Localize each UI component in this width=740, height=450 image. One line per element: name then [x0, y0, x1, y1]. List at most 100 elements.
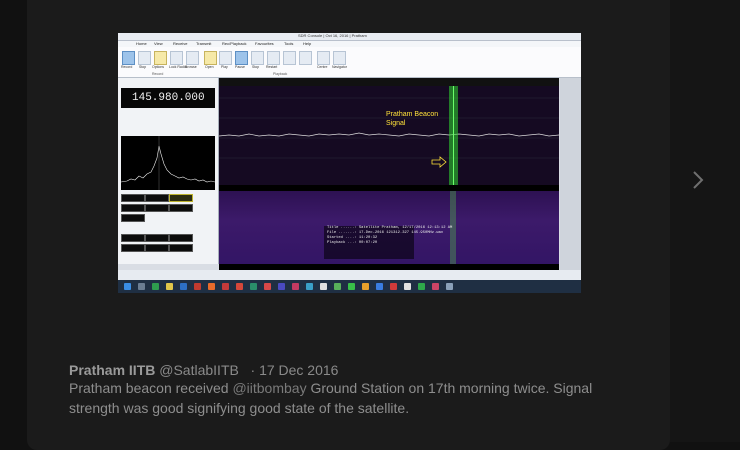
ribbon-label: Open: [205, 65, 214, 69]
navigator-icon: [333, 51, 346, 65]
sdr-window-title: SDR Console | Oct 16, 2016 | Pratham: [298, 33, 367, 38]
frequency-axis: [219, 264, 559, 270]
task-icon: [166, 283, 173, 290]
task-icon: [250, 283, 257, 290]
frequency-value: 145.980.000: [132, 92, 205, 104]
ribbon-group-label: Playback: [273, 72, 288, 76]
mode-button: [121, 214, 145, 222]
tweet-date[interactable]: 17 Dec 2016: [259, 362, 339, 378]
beacon-label-line2: Signal: [386, 120, 406, 127]
sdr-window-titlebar: SDR Console | Oct 16, 2016 | Pratham: [118, 33, 581, 41]
windows-taskbar: [118, 280, 581, 293]
task-icon: [278, 283, 285, 290]
browse-icon: [186, 51, 199, 65]
tweet-text-start: Pratham beacon received: [69, 380, 229, 396]
info-line: File .......: 17-Dec-2016 121312.327 145…: [327, 231, 444, 235]
task-icon: [390, 283, 397, 290]
sdr-menu-item: Receive: [173, 41, 188, 46]
mode-button: [145, 204, 169, 212]
ribbon-label: Stop: [139, 65, 147, 69]
frequency-display: 145.980.000: [121, 88, 215, 108]
stop-icon: [251, 51, 264, 65]
mention-link[interactable]: @iitbombay: [232, 380, 307, 396]
task-icon: [404, 283, 411, 290]
tweet-image[interactable]: SDR Console | Oct 16, 2016 | Pratham Hom…: [118, 33, 581, 293]
info-line: Title ......: Satellite Pratham, 12/17/2…: [327, 226, 453, 230]
beacon-label-line1: Pratham Beacon: [386, 111, 439, 118]
sdr-menu-item: Help: [303, 41, 312, 46]
mode-button: [121, 194, 145, 202]
centre-icon: [317, 51, 330, 65]
task-icon: [376, 283, 383, 290]
task-icon: [320, 283, 327, 290]
task-icon: [418, 283, 425, 290]
mode-button: [145, 194, 169, 202]
task-icon: [222, 283, 229, 290]
mini-spectrum: [120, 136, 216, 190]
ribbon-label: Centre: [317, 65, 328, 69]
sdr-statusbar: [118, 270, 581, 280]
sdr-menu-item: View: [154, 41, 163, 46]
options-icon: [154, 51, 167, 65]
ribbon-label: Lock Radio: [169, 65, 187, 69]
ribbon-label: Stop: [252, 65, 260, 69]
tweet-caption: Pratham IITB @SatlabIITB · 17 Dec 2016 P…: [69, 360, 629, 418]
tweet-text: Pratham beacon received @iitbombay Groun…: [69, 378, 629, 418]
sdr-menu-item: Tools: [284, 41, 294, 46]
task-icon: [264, 283, 271, 290]
task-icon: [306, 283, 313, 290]
tweet-text-end: Ground Station on 17th morning twice. Si…: [69, 380, 593, 416]
spectrum-scale: [219, 78, 559, 86]
mode-button: [121, 234, 145, 242]
ribbon-label: Pause: [235, 65, 245, 69]
ribbon-label: Restart: [266, 65, 278, 69]
ribbon-label: Navigator: [332, 65, 347, 69]
mode-button: [169, 244, 193, 252]
lock-icon: [170, 51, 183, 65]
separator: ·: [250, 362, 256, 378]
task-icon: [432, 283, 439, 290]
forward-icon: [299, 51, 312, 65]
ribbon-label: Record: [121, 65, 133, 69]
sdr-menu-item: Favourites: [255, 41, 274, 46]
mode-button: [145, 234, 169, 242]
author-name[interactable]: Pratham IITB: [69, 362, 156, 378]
open-icon: [204, 51, 217, 65]
ribbon-label: Play: [221, 65, 228, 69]
stop-icon: [138, 51, 151, 65]
mode-button: [169, 234, 193, 242]
task-icon: [194, 283, 201, 290]
author-handle[interactable]: @SatlabIITB: [159, 362, 239, 378]
task-icon: [138, 283, 145, 290]
play-icon: [219, 51, 232, 65]
info-line: Playback ...: 00:07:20: [327, 241, 378, 245]
task-icon: [152, 283, 159, 290]
recording-info: Title ......: Satellite Pratham, 12/17/2…: [324, 226, 453, 259]
frequency-axis: [219, 185, 559, 191]
pause-icon: [235, 51, 248, 65]
info-line: Started ....: 11:20:32: [327, 236, 378, 240]
ribbon-label: Options: [152, 65, 165, 69]
task-icon: [446, 283, 453, 290]
ribbon-group-label: Record: [152, 72, 164, 76]
waterfall-signal: [450, 191, 456, 264]
task-icon: [236, 283, 243, 290]
mode-button: [169, 194, 193, 202]
chevron-right-icon[interactable]: [689, 168, 707, 192]
spectrum-trace: [218, 84, 560, 185]
sdr-menu-item: Home: [136, 41, 147, 46]
spectrum-display: [218, 78, 560, 185]
record-icon: [122, 51, 135, 65]
next-media-area[interactable]: [670, 0, 740, 442]
mode-button: [121, 204, 145, 212]
ribbon-label: Browse: [185, 65, 197, 69]
sdr-menu-item: Transmit: [196, 41, 212, 46]
task-icon: [348, 283, 355, 290]
back-icon: [283, 51, 296, 65]
task-icon: [208, 283, 215, 290]
task-icon: [362, 283, 369, 290]
mode-button: [121, 244, 145, 252]
sdr-receive-panel: 145.980.000: [118, 78, 219, 264]
task-icon: [334, 283, 341, 290]
task-icon: [180, 283, 187, 290]
